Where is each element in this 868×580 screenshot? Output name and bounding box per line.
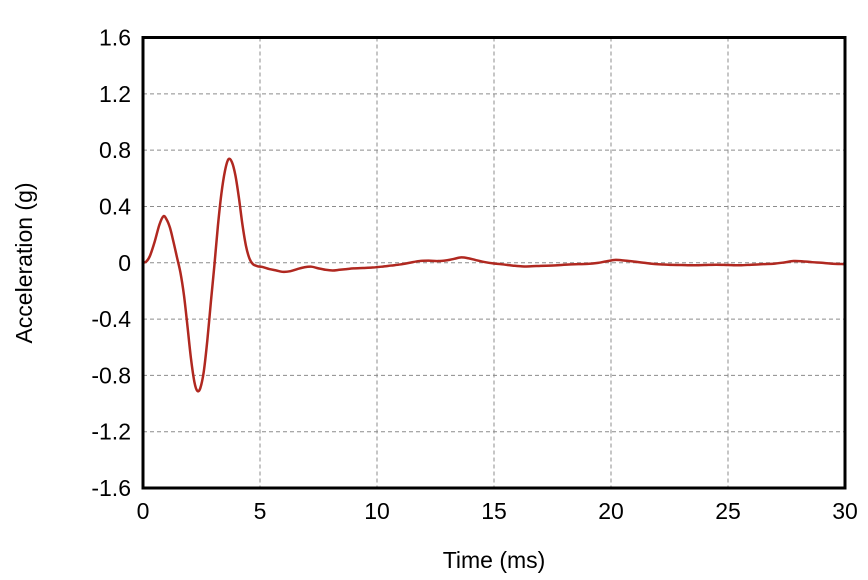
plot-border	[141, 36, 847, 490]
x-tick-label-5: 5	[254, 498, 267, 524]
y-tick-label--1.6: -1.6	[91, 475, 131, 501]
y-axis-tick-labels: 1.6 1.2 0.8 0.4 0 -0.4 -0.8 -1.2 -1.6	[91, 25, 131, 502]
x-tick-label-25: 25	[715, 498, 741, 524]
x-tick-label-10: 10	[364, 498, 390, 524]
y-tick-label-0.8: 0.8	[99, 137, 131, 163]
y-tick-label--0.8: -0.8	[91, 362, 131, 388]
y-tick-label-0.4: 0.4	[99, 193, 131, 219]
x-axis-title: Time (ms)	[443, 547, 546, 573]
x-tick-label-30: 30	[832, 498, 858, 524]
y-tick-label--1.2: -1.2	[91, 419, 131, 445]
y-tick-label-0: 0	[118, 250, 131, 276]
x-axis-tick-labels: 0 5 10 15 20 25 30	[137, 498, 858, 524]
y-tick-label--0.4: -0.4	[91, 306, 131, 332]
x-tick-label-20: 20	[598, 498, 624, 524]
acceleration-trace	[141, 157, 847, 393]
y-tick-label-1.2: 1.2	[99, 81, 131, 107]
x-tick-label-15: 15	[481, 498, 507, 524]
y-tick-label-1.6: 1.6	[99, 25, 131, 51]
y-axis-title: Acceleration (g)	[11, 182, 37, 343]
x-tick-label-0: 0	[137, 498, 150, 524]
